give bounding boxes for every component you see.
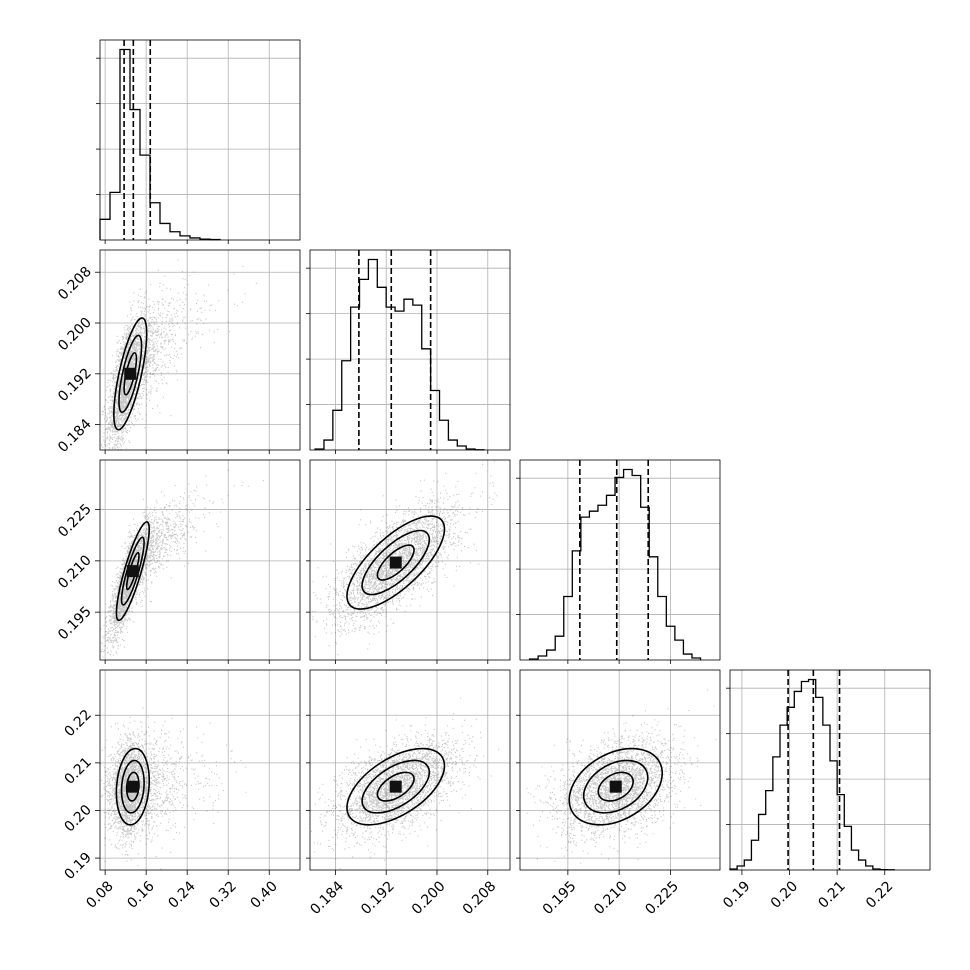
y-tick-label: 0.195: [55, 604, 95, 644]
y-tick-label: 0.208: [55, 264, 95, 304]
panel-frame: [99, 249, 301, 451]
x-tick-label: 0.208: [460, 878, 500, 918]
x-tick-label: 0.22: [863, 878, 896, 911]
density-contour-0: [115, 521, 151, 622]
hist-panel-2: [516, 459, 721, 661]
panel-frame: [309, 249, 511, 451]
scatter-panel-0-3: [99, 669, 301, 871]
density-peak: [609, 780, 622, 793]
y-tick-label: 0.184: [55, 416, 95, 456]
panel-frame: [519, 669, 721, 871]
scatter-panel-1-3: [309, 669, 511, 871]
scatter-points: [100, 469, 264, 660]
density-contour-2: [125, 771, 140, 802]
y-tick-label: 0.19: [61, 850, 94, 883]
y-tick-label: 0.21: [61, 754, 94, 787]
density-contour-0: [115, 747, 151, 826]
panel-frame: [99, 459, 301, 661]
panel-frame: [309, 459, 511, 661]
scatter-panel-1-2: [309, 459, 511, 661]
x-tick-label: 0.225: [642, 878, 682, 918]
x-tick-label: 0.200: [409, 878, 449, 918]
x-tick-label: 0.32: [206, 878, 239, 911]
density-peak: [389, 780, 402, 793]
hist-panel-0: [96, 39, 301, 241]
x-tick-label: 0.19: [720, 878, 753, 911]
density-contour-2: [597, 771, 634, 802]
density-peak: [126, 565, 139, 578]
histogram-step-2: [528, 468, 702, 660]
panel-frame: [519, 459, 721, 661]
scatter-panel-0-1: [99, 249, 301, 451]
scatter-points: [526, 689, 717, 864]
density-contour-0: [113, 317, 148, 431]
density-contour-1: [120, 759, 145, 814]
x-tick-label: 0.20: [768, 878, 801, 911]
x-tick-label: 0.24: [165, 878, 198, 911]
y-tick-label: 0.200: [55, 315, 95, 355]
x-tick-label: 0.210: [591, 878, 631, 918]
density-contour-1: [118, 334, 143, 414]
x-tick-label: 0.08: [83, 878, 116, 911]
panel-frame: [99, 39, 301, 241]
histogram-step-0: [99, 48, 221, 241]
panel-frame: [309, 669, 511, 871]
x-tick-label: 0.195: [540, 878, 580, 918]
density-contour-0: [346, 747, 446, 826]
x-tick-label: 0.40: [247, 878, 280, 911]
x-tick-label: 0.192: [358, 878, 398, 918]
hist-panel-3: [726, 669, 931, 871]
y-tick-label: 0.225: [55, 501, 95, 541]
scatter-panel-0-2: [99, 459, 301, 661]
scatter-panel-2-3: [519, 669, 721, 871]
y-tick-label: 0.210: [55, 552, 95, 592]
x-tick-label: 0.184: [307, 878, 347, 918]
density-contour-1: [582, 759, 649, 814]
density-contour-2: [376, 771, 415, 802]
density-peak: [126, 780, 139, 793]
histogram-step-1: [314, 258, 485, 451]
panel-frame: [99, 669, 301, 871]
y-tick-label: 0.22: [61, 707, 94, 740]
x-tick-label: 0.21: [815, 878, 848, 911]
hist-panel-1: [306, 249, 511, 451]
y-tick-label: 0.20: [61, 802, 94, 835]
histogram-step-3: [729, 678, 895, 871]
density-contour-0: [346, 515, 446, 610]
x-tick-label: 0.16: [124, 878, 157, 911]
density-peak: [389, 556, 402, 569]
density-contour-2: [376, 544, 415, 581]
scatter-points: [310, 697, 500, 870]
density-contour-1: [361, 529, 431, 596]
panel-frame: [729, 669, 931, 871]
density-peak: [124, 367, 137, 380]
density-contour-1: [361, 759, 431, 814]
density-contour-0: [568, 747, 664, 826]
scatter-points: [312, 460, 498, 656]
y-tick-label: 0.192: [55, 365, 95, 405]
